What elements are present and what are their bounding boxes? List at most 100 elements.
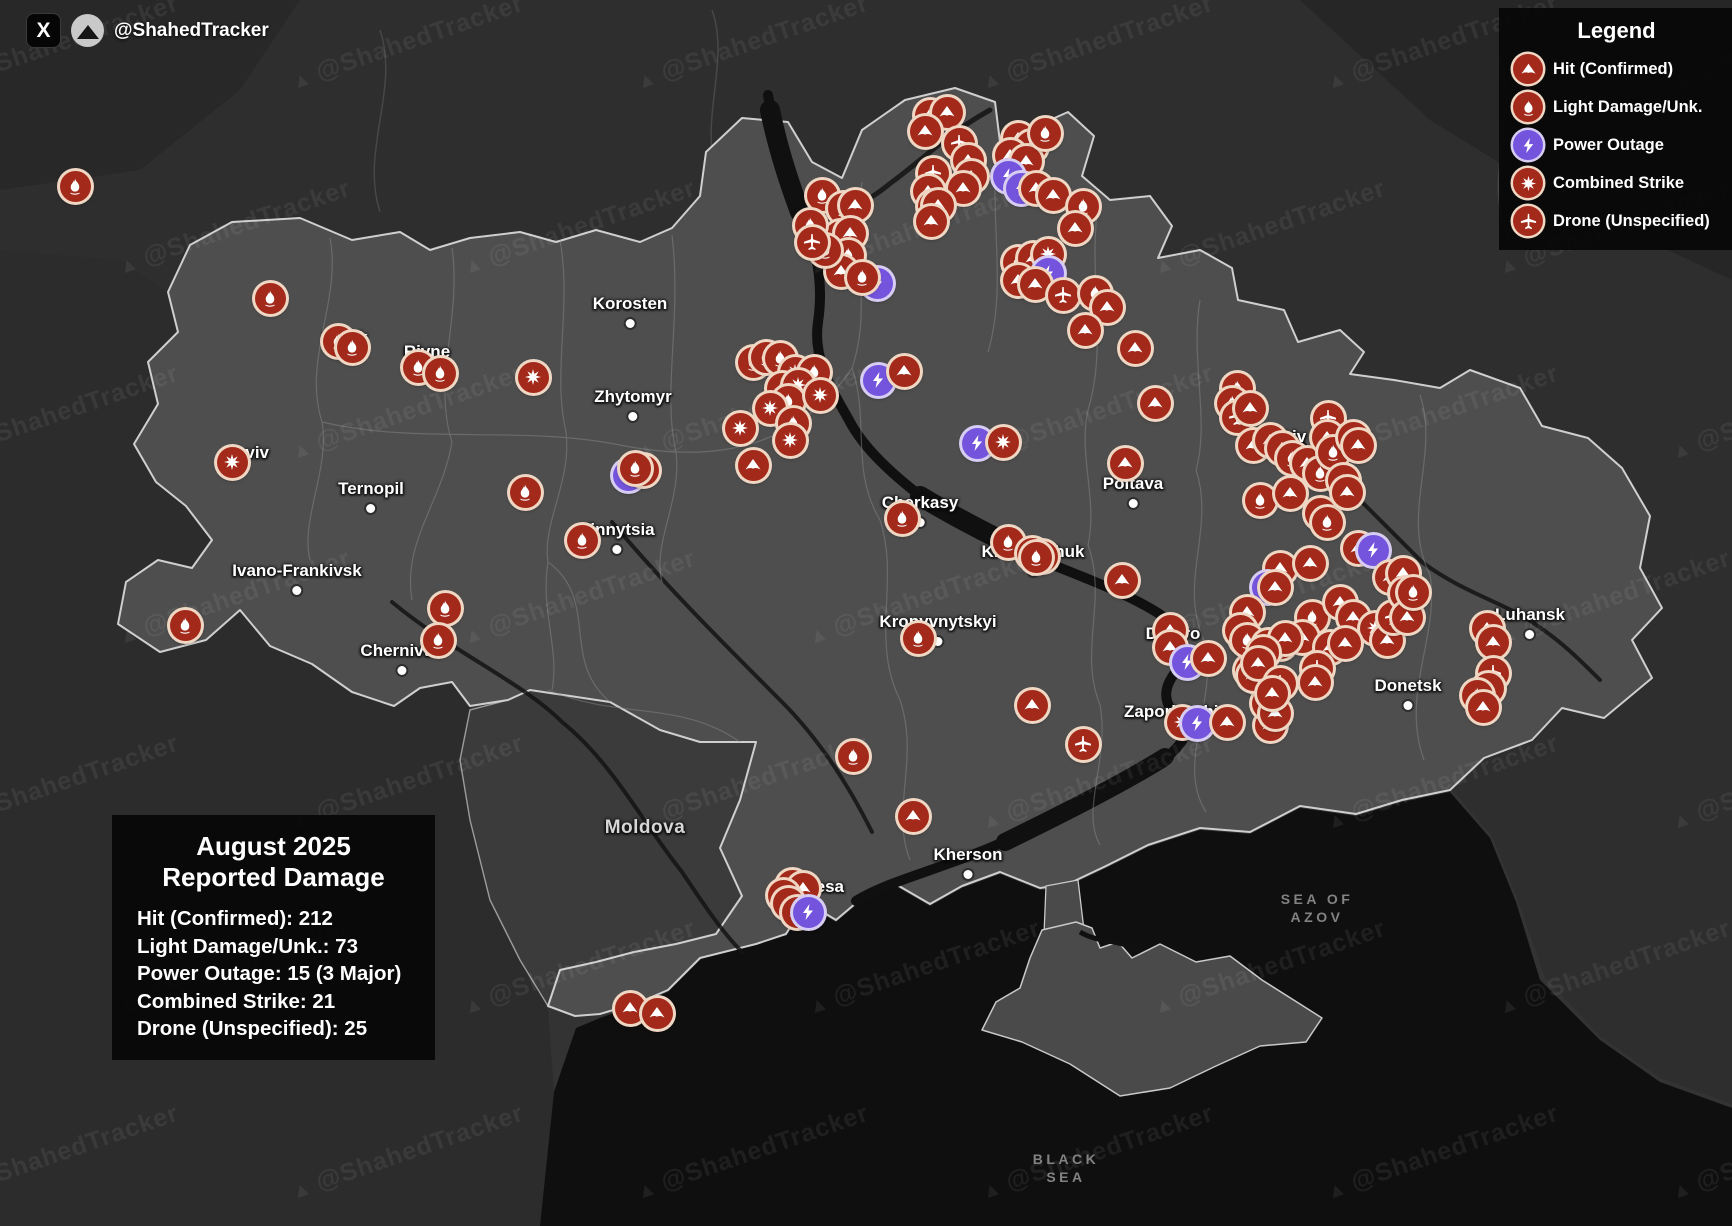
marker-hit-confirmed[interactable] — [1211, 706, 1243, 738]
marker-combined-strike[interactable] — [804, 379, 836, 411]
marker-hit-confirmed[interactable] — [1019, 268, 1051, 300]
marker-hit-confirmed[interactable] — [1109, 447, 1141, 479]
stats-title-month: August 2025 — [196, 831, 351, 861]
marker-hit-confirmed[interactable] — [1016, 689, 1048, 721]
marker-light-damage-unknown[interactable] — [429, 592, 461, 624]
legend-panel: Legend Hit (Confirmed) Light Damage/Unk. P… — [1499, 8, 1732, 250]
marker-drone-unspecified[interactable] — [1067, 728, 1099, 760]
marker-power-outage[interactable] — [862, 364, 894, 396]
legend-item-label: Combined Strike — [1553, 173, 1685, 192]
marker-hit-confirmed[interactable] — [1059, 212, 1091, 244]
x-twitter-logo-icon: X — [26, 13, 61, 48]
legend-title: Legend — [1577, 18, 1656, 43]
marker-hit-confirmed[interactable] — [1331, 476, 1363, 508]
drone-unspecified-icon — [1513, 206, 1543, 236]
marker-hit-confirmed[interactable] — [614, 992, 646, 1024]
marker-combined-strike[interactable] — [987, 426, 1019, 458]
legend-item-drone-unspecified: Drone (Unspecified) — [1513, 206, 1720, 236]
stats-line: Combined Strike: 21 — [137, 989, 336, 1013]
marker-power-outage[interactable] — [961, 427, 993, 459]
syvash-lagoon — [1078, 929, 1142, 955]
marker-hit-confirmed[interactable] — [1294, 547, 1326, 579]
marker-hit-confirmed[interactable] — [931, 96, 963, 128]
drone-silhouette-icon — [76, 24, 99, 39]
marker-hit-confirmed[interactable] — [1037, 179, 1069, 211]
legend-rows: Hit (Confirmed) Light Damage/Unk. Power Ou… — [1513, 54, 1720, 236]
marker-hit-confirmed[interactable] — [1119, 332, 1151, 364]
legend-item-label: Light Damage/Unk. — [1553, 97, 1703, 116]
marker-combined-strike[interactable] — [724, 412, 756, 444]
marker-combined-strike[interactable] — [216, 446, 248, 478]
marker-drone-unspecified[interactable] — [1047, 279, 1079, 311]
marker-hit-confirmed[interactable] — [1091, 291, 1123, 323]
marker-hit-confirmed[interactable] — [737, 449, 769, 481]
ukraine-shape — [117, 87, 1663, 1017]
marker-power-outage[interactable] — [1181, 707, 1213, 739]
marker-light-damage-unknown[interactable] — [1244, 484, 1276, 516]
marker-hit-confirmed[interactable] — [1106, 564, 1138, 596]
marker-power-outage[interactable] — [1357, 534, 1389, 566]
marker-hit-confirmed[interactable] — [1274, 477, 1306, 509]
marker-hit-confirmed[interactable] — [1259, 571, 1291, 603]
marker-hit-confirmed[interactable] — [1299, 666, 1331, 698]
stats-title-subject: Reported Damage — [162, 862, 385, 892]
legend-item-combined-strike: Combined Strike — [1513, 168, 1720, 198]
marker-light-damage-unknown[interactable] — [509, 476, 541, 508]
account-handle: @ShahedTracker — [114, 19, 269, 41]
marker-light-damage-unknown[interactable] — [837, 740, 869, 772]
stats-lines: Hit (Confirmed): 212 Light Damage/Unk.: 7… — [112, 905, 435, 1043]
attribution-header: X @ShahedTracker — [26, 13, 269, 48]
marker-power-outage[interactable] — [792, 896, 824, 928]
marker-hit-confirmed[interactable] — [839, 189, 871, 221]
shahed-tracker-avatar — [71, 14, 104, 47]
marker-combined-strike[interactable] — [774, 424, 806, 456]
marker-light-damage-unknown[interactable] — [846, 261, 878, 293]
marker-drone-unspecified[interactable] — [796, 226, 828, 258]
marker-hit-confirmed[interactable] — [897, 800, 929, 832]
marker-light-damage-unknown[interactable] — [424, 357, 456, 389]
marker-hit-confirmed[interactable] — [1069, 314, 1101, 346]
marker-hit-confirmed[interactable] — [1342, 429, 1374, 461]
marker-light-damage-unknown[interactable] — [619, 452, 651, 484]
stats-panel: August 2025 Reported Damage Hit (Confirm… — [112, 815, 435, 1060]
marker-light-damage-unknown[interactable] — [254, 282, 286, 314]
marker-light-damage-unknown[interactable] — [422, 624, 454, 656]
marker-light-damage-unknown[interactable] — [59, 170, 91, 202]
stats-line: Light Damage/Unk.: 73 — [137, 934, 358, 958]
legend-item-hit-confirmed: Hit (Confirmed) — [1513, 54, 1720, 84]
marker-hit-confirmed[interactable] — [641, 997, 673, 1029]
marker-light-damage-unknown[interactable] — [902, 622, 934, 654]
marker-hit-confirmed[interactable] — [915, 205, 947, 237]
stats-line: Hit (Confirmed): 212 — [137, 907, 333, 930]
marker-hit-confirmed[interactable] — [1477, 626, 1509, 658]
marker-hit-confirmed[interactable] — [1329, 627, 1361, 659]
marker-light-damage-unknown[interactable] — [886, 502, 918, 534]
legend-item-label: Hit (Confirmed) — [1553, 59, 1674, 78]
marker-hit-confirmed[interactable] — [1256, 677, 1288, 709]
east-neighbors — [1452, 516, 1732, 1104]
legend-item-label: Power Outage — [1553, 135, 1664, 154]
marker-hit-confirmed[interactable] — [909, 115, 941, 147]
marker-hit-confirmed[interactable] — [888, 355, 920, 387]
marker-hit-confirmed[interactable] — [1234, 392, 1266, 424]
north-neighbors — [0, 0, 1732, 524]
legend-item-power-outage: Power Outage — [1513, 130, 1720, 160]
marker-light-damage-unknown[interactable] — [1029, 117, 1061, 149]
light-damage-unknown-icon — [1513, 92, 1543, 122]
stats-line: Drone (Unspecified): 25 — [137, 1017, 368, 1040]
combined-strike-icon — [1513, 168, 1543, 198]
marker-hit-confirmed[interactable] — [1192, 642, 1224, 674]
hit-confirmed-icon — [1513, 54, 1543, 84]
marker-light-damage-unknown[interactable] — [1311, 506, 1343, 538]
marker-light-damage-unknown[interactable] — [169, 609, 201, 641]
marker-light-damage-unknown[interactable] — [1020, 541, 1052, 573]
marker-combined-strike[interactable] — [517, 361, 549, 393]
marker-light-damage-unknown[interactable] — [566, 524, 598, 556]
stats-line: Power Outage: 15 (3 Major) — [137, 962, 402, 985]
marker-hit-confirmed[interactable] — [1467, 691, 1499, 723]
marker-hit-confirmed[interactable] — [1139, 387, 1171, 419]
marker-light-damage-unknown[interactable] — [1397, 576, 1429, 608]
marker-light-damage-unknown[interactable] — [336, 331, 368, 363]
